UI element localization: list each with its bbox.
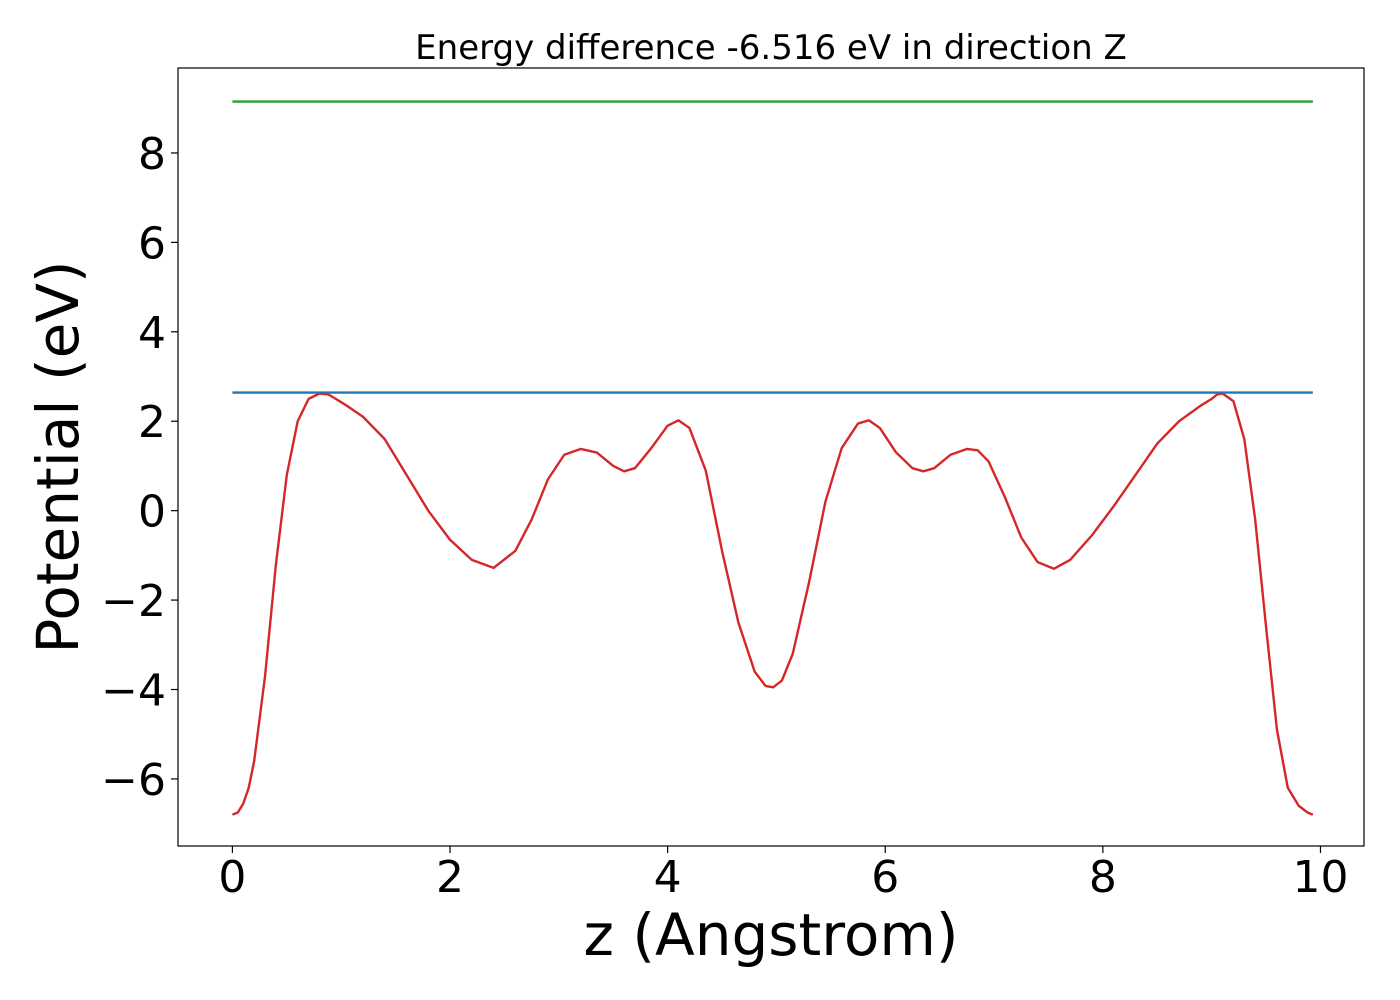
y-tick-label: 8 [138,129,166,180]
y-tick-label: 6 [138,218,166,269]
x-axis: 0 2 4 6 8 10 [218,846,1348,903]
chart-title: Energy difference -6.516 eV in direction… [415,28,1127,68]
series-layer [231,100,1314,816]
y-tick-label: 4 [138,308,166,359]
y-tick-label: 2 [138,397,166,448]
x-axis-label: z (Angstrom) [584,901,959,969]
y-tick-label: −2 [101,576,166,627]
series-line-potential-curve [231,392,1314,816]
x-tick-label: 0 [218,852,246,903]
y-axis: −6 −4 −2 0 2 4 6 8 [101,129,178,806]
y-axis-label: Potential (eV) [24,260,92,653]
x-tick-label: 10 [1292,852,1348,903]
x-tick-label: 6 [871,852,899,903]
x-tick-label: 2 [436,852,464,903]
x-tick-label: 4 [654,852,682,903]
y-tick-label: −6 [101,755,166,806]
plot-frame [177,67,1365,847]
x-tick-label: 8 [1089,852,1117,903]
y-tick-label: 0 [138,487,166,538]
y-tick-label: −4 [101,666,166,717]
